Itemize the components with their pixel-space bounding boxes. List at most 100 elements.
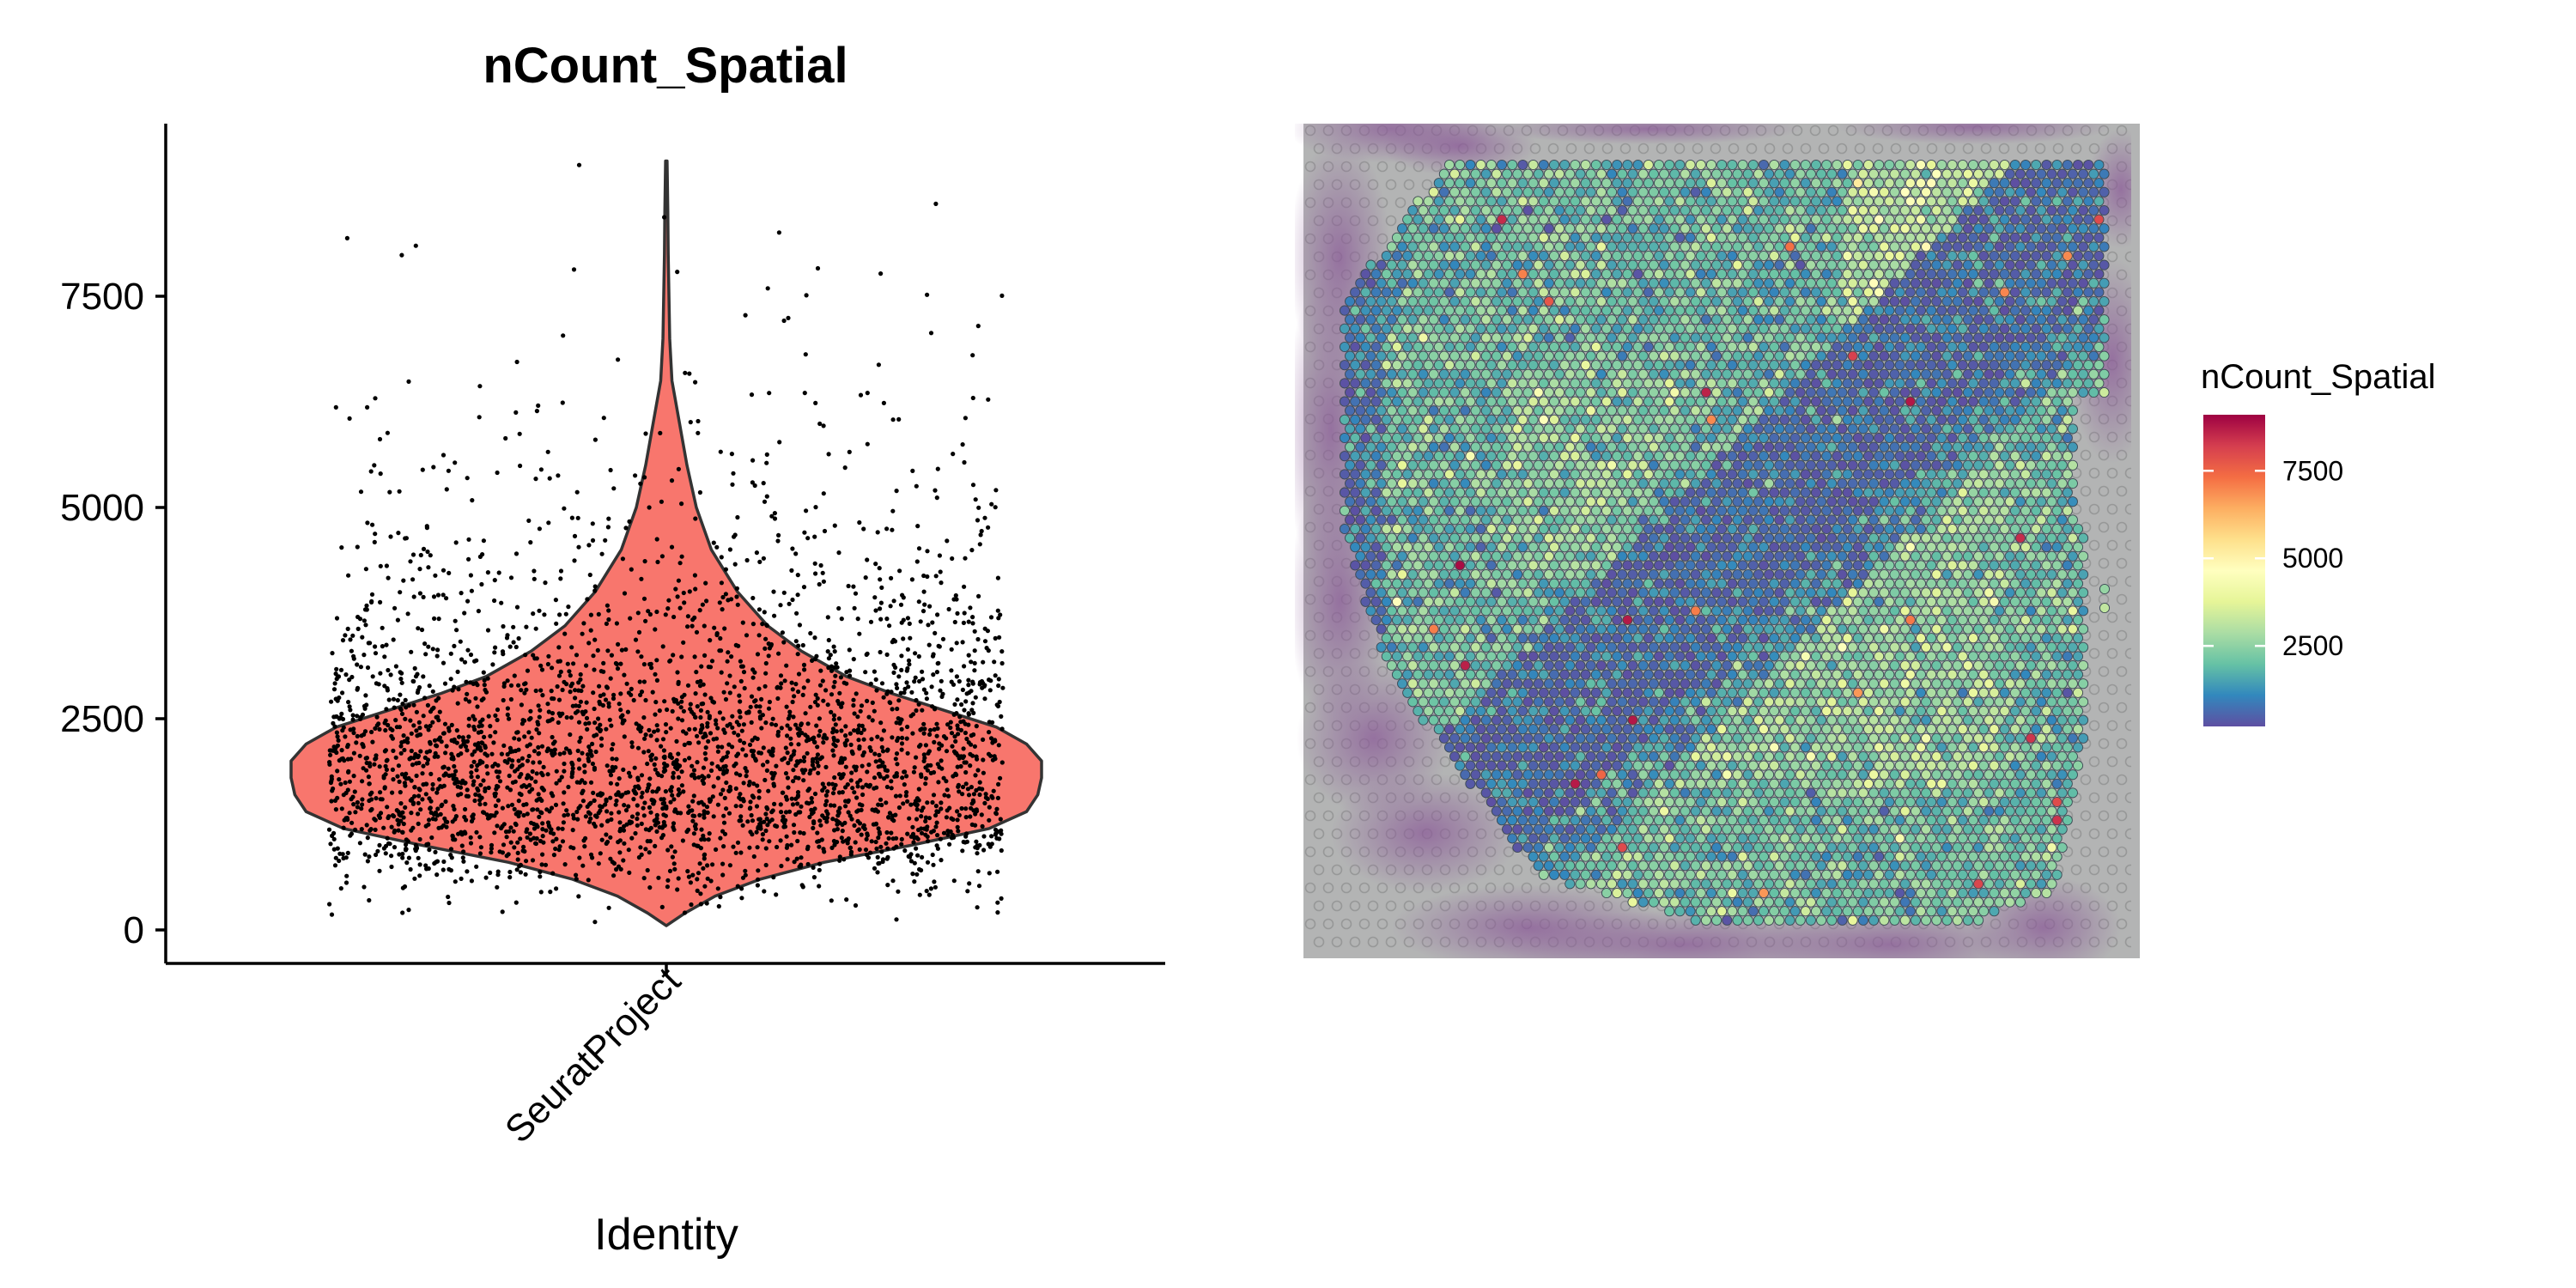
data-point [730,744,735,750]
data-point [642,475,647,480]
data-point [914,846,919,851]
data-point [715,749,721,754]
data-point [975,905,980,910]
data-point [784,663,789,668]
data-point [513,900,519,905]
data-point [878,271,884,276]
data-point [950,744,955,749]
data-point [692,813,697,818]
data-point [833,782,838,787]
data-point [880,859,885,865]
data-point [531,653,536,658]
data-point [836,811,841,816]
data-point [399,711,405,717]
data-point [398,677,404,682]
data-point [671,775,676,780]
data-point [908,635,913,641]
data-point [413,847,418,852]
data-point [805,721,811,726]
data-point [670,793,675,798]
data-point [476,788,481,793]
data-point [910,824,915,829]
data-point [519,772,524,777]
data-point [519,688,524,693]
data-point [475,775,481,780]
data-point [846,798,851,803]
data-point [873,677,878,683]
data-point [840,829,845,834]
data-point [865,831,870,836]
data-point [855,784,860,789]
data-point [689,709,695,714]
data-point [453,618,458,623]
data-point [884,526,890,532]
data-point [962,611,967,616]
data-point [718,835,723,841]
data-point [820,787,825,793]
data-point [821,423,826,428]
data-point [642,736,647,741]
data-point [417,726,422,731]
data-point [801,778,806,783]
data-point [406,703,411,708]
data-point [367,781,372,787]
data-point [783,771,789,776]
data-point [373,532,378,537]
data-point [675,270,680,275]
data-point [528,837,533,842]
data-point [709,761,714,766]
data-point [363,567,368,572]
data-point [519,702,525,708]
data-point [440,867,446,872]
fiducial-dot [1583,143,1595,155]
data-point [804,508,809,513]
data-point [433,849,438,855]
data-point [491,740,496,745]
data-point [861,823,866,828]
data-point [594,732,599,738]
data-point [681,708,687,714]
data-point [586,756,591,762]
data-point [805,750,810,756]
data-point [723,592,729,597]
data-point [682,692,687,697]
data-point [434,872,440,878]
fiducial-dot [1926,143,1938,155]
data-point [759,696,764,702]
data-point [515,840,520,845]
data-point [976,593,981,599]
data-point [916,787,921,792]
data-point [528,715,533,721]
data-point [756,633,762,638]
data-point [462,829,467,835]
data-point [803,352,808,357]
data-point [891,662,896,667]
data-point [749,392,755,398]
data-point [495,798,501,803]
data-point [347,811,352,816]
data-point [938,569,943,574]
data-point [574,877,579,882]
data-point [955,824,960,829]
data-point [360,779,365,784]
data-point [818,668,823,673]
data-point [738,850,744,855]
data-point [416,732,422,738]
data-point [416,760,422,766]
data-point [714,544,720,550]
data-point [611,768,616,774]
data-point [794,611,799,616]
data-point [721,813,726,818]
data-point [834,661,839,666]
data-point [893,793,899,799]
data-point [690,799,696,804]
data-point [933,201,939,206]
data-point [332,863,338,868]
data-point [985,629,990,634]
data-point [972,744,977,749]
data-point [890,813,896,818]
data-point [329,699,334,704]
data-point [367,761,372,766]
data-point [426,644,431,649]
